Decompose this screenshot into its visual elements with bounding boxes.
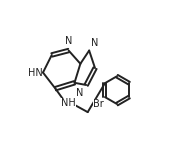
Text: N: N — [91, 38, 99, 48]
Text: HN: HN — [28, 67, 42, 78]
Text: Br: Br — [93, 99, 104, 109]
Text: N: N — [76, 88, 83, 98]
Text: NH: NH — [61, 98, 76, 108]
Text: N: N — [65, 36, 72, 46]
